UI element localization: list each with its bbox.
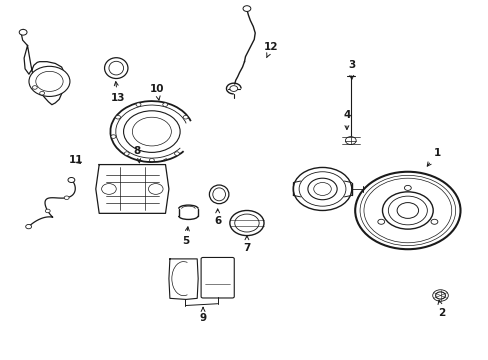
Circle shape — [396, 203, 418, 219]
Text: 10: 10 — [149, 84, 163, 100]
Text: 3: 3 — [347, 60, 355, 79]
Circle shape — [293, 167, 351, 211]
Circle shape — [229, 211, 264, 235]
Text: 8: 8 — [133, 146, 141, 163]
Circle shape — [363, 178, 451, 243]
Circle shape — [19, 30, 27, 35]
Text: 2: 2 — [437, 300, 445, 318]
Circle shape — [148, 184, 163, 194]
Circle shape — [183, 116, 188, 119]
Circle shape — [40, 91, 44, 95]
Text: 7: 7 — [243, 236, 250, 253]
Text: 9: 9 — [199, 307, 206, 323]
Text: 6: 6 — [214, 209, 221, 226]
Text: 13: 13 — [110, 82, 125, 103]
Circle shape — [313, 183, 330, 195]
Circle shape — [45, 209, 50, 213]
Text: 4: 4 — [343, 111, 350, 130]
Circle shape — [111, 135, 116, 138]
Circle shape — [32, 86, 37, 89]
Circle shape — [229, 86, 237, 91]
Ellipse shape — [209, 185, 228, 204]
Circle shape — [299, 172, 345, 206]
Ellipse shape — [109, 61, 123, 75]
Circle shape — [26, 225, 32, 229]
Circle shape — [123, 111, 180, 152]
Circle shape — [382, 192, 432, 229]
Text: 12: 12 — [264, 42, 278, 58]
Text: 11: 11 — [69, 155, 83, 165]
Circle shape — [136, 103, 141, 107]
Circle shape — [124, 152, 129, 156]
Circle shape — [430, 219, 437, 224]
Circle shape — [36, 71, 63, 91]
Circle shape — [102, 184, 116, 194]
Circle shape — [435, 292, 445, 299]
Ellipse shape — [212, 188, 225, 201]
Circle shape — [234, 214, 259, 232]
Circle shape — [68, 177, 75, 183]
Circle shape — [243, 6, 250, 12]
Circle shape — [345, 136, 355, 144]
Circle shape — [387, 196, 427, 225]
Circle shape — [174, 152, 179, 156]
Circle shape — [163, 103, 167, 107]
Circle shape — [354, 172, 460, 249]
Circle shape — [377, 219, 384, 224]
Text: 5: 5 — [182, 227, 189, 246]
Circle shape — [359, 175, 455, 246]
Circle shape — [115, 116, 120, 119]
Text: 1: 1 — [427, 148, 440, 166]
Circle shape — [132, 117, 171, 146]
Circle shape — [404, 185, 410, 190]
Circle shape — [29, 66, 70, 96]
Circle shape — [149, 158, 154, 162]
Ellipse shape — [104, 58, 128, 78]
FancyBboxPatch shape — [201, 257, 234, 298]
Circle shape — [307, 178, 336, 200]
Circle shape — [64, 196, 69, 199]
